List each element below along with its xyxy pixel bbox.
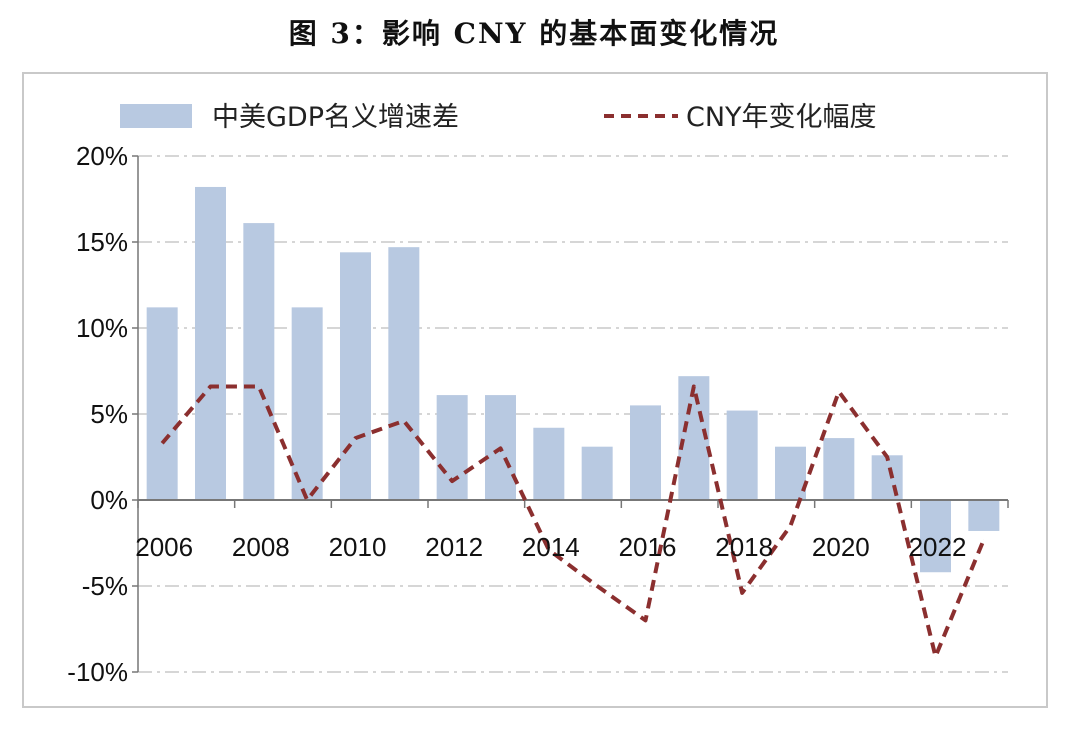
bar xyxy=(775,446,806,500)
bar xyxy=(920,500,951,573)
bar xyxy=(968,500,1000,531)
bar xyxy=(146,307,178,500)
bar xyxy=(871,455,903,500)
bar xyxy=(243,223,275,500)
chart-title: 图 3：影响 CNY 的基本面变化情况 xyxy=(288,17,780,50)
chart-frame xyxy=(22,72,1048,708)
x-tick-label: 2020 xyxy=(812,532,870,562)
legend-line-label: CNY年变化幅度 xyxy=(686,102,877,133)
bar xyxy=(340,252,371,500)
bar xyxy=(630,405,661,500)
y-tick-label: 15% xyxy=(76,227,128,257)
cny-line-series xyxy=(160,384,986,659)
x-tick-label: 2008 xyxy=(232,532,290,562)
y-tick-label: -10% xyxy=(67,657,128,687)
x-tick-label: 2012 xyxy=(425,532,483,562)
x-tick-label: 2010 xyxy=(329,532,387,562)
bar xyxy=(436,395,468,500)
x-tick-label: 2018 xyxy=(715,532,773,562)
bar xyxy=(823,438,855,500)
y-tick-label: 20% xyxy=(76,141,128,171)
bar xyxy=(726,410,758,500)
x-tick-label: 2006 xyxy=(135,532,193,562)
bar xyxy=(533,427,565,500)
y-tick-label: 5% xyxy=(90,399,128,429)
legend-bar-swatch xyxy=(120,104,192,128)
x-tick-label: 2022 xyxy=(909,532,967,562)
legend-bar-label: 中美GDP名义增速差 xyxy=(212,102,459,133)
bar xyxy=(581,446,613,500)
bar xyxy=(291,307,323,500)
y-tick-label: 0% xyxy=(90,485,128,515)
y-tick-label: 10% xyxy=(76,313,128,343)
bar xyxy=(195,186,226,500)
y-tick-label: -5% xyxy=(82,571,128,601)
bar xyxy=(388,247,420,500)
x-tick-label: 2016 xyxy=(619,532,677,562)
x-tick-label: 2014 xyxy=(522,532,580,562)
